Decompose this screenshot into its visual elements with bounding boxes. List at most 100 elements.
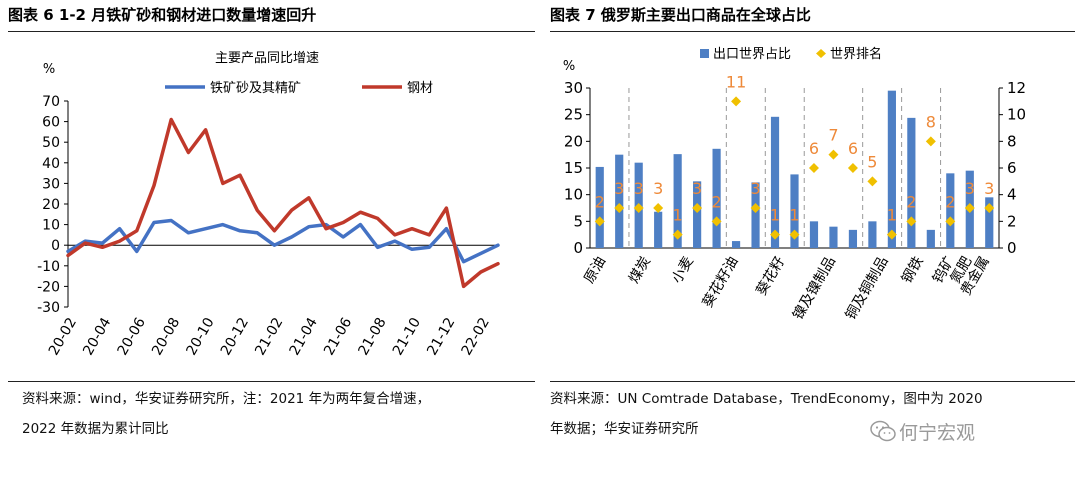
left-source-line-2: 2022 年数据为累计同比 <box>22 421 169 437</box>
right-legend-bar-label: 出口世界占比 <box>713 47 791 62</box>
right-rank-marker-12 <box>828 149 839 160</box>
right-bar-15 <box>887 90 896 248</box>
right-rank-label-14: 5 <box>867 152 877 171</box>
left-y-tick-label-60: 60 <box>42 115 60 131</box>
right-rank-label-16: 2 <box>906 192 916 211</box>
left-y-tick-label-40: 40 <box>42 156 60 172</box>
right-rank-marker-0 <box>594 216 605 227</box>
right-bar-16 <box>907 117 916 248</box>
right-y2-tick-label-6: 6 <box>1007 159 1017 177</box>
left-y-tick-label-50: 50 <box>42 135 60 151</box>
left-source-rule <box>8 381 535 382</box>
right-x-tick-label-6: 铜及铜制品 <box>843 254 892 323</box>
left-x-tick-label-20-12: 20-12 <box>218 315 252 358</box>
left-y-tick-label-10: 10 <box>42 218 60 234</box>
right-bar-12 <box>829 226 838 248</box>
left-series-line-0 <box>66 218 500 264</box>
left-chart-title: 主要产品同比增速 <box>215 51 319 66</box>
left-y-tick-label--10: -10 <box>37 259 60 275</box>
right-bar-14 <box>868 221 877 248</box>
right-rank-label-7: 11 <box>726 72 746 91</box>
right-y-tick-label-15: 15 <box>564 159 583 177</box>
right-bar-20 <box>985 197 994 248</box>
right-rank-marker-11 <box>808 163 819 173</box>
right-rank-marker-13 <box>847 163 858 173</box>
left-legend-label-0: 铁矿砂及其精矿 <box>210 81 301 96</box>
right-rank-label-11: 6 <box>809 139 819 158</box>
right-rank-marker-6 <box>711 216 722 227</box>
right-rank-marker-2 <box>633 203 644 213</box>
right-bar-10 <box>790 174 799 248</box>
right-rank-label-2: 3 <box>634 179 644 198</box>
left-y-tick-label-70: 70 <box>42 94 60 110</box>
left-x-tick-label-21-10: 21-10 <box>390 315 424 358</box>
left-legend-label-1: 钢材 <box>407 81 433 96</box>
right-rank-label-19: 3 <box>965 179 975 198</box>
left-y-tick-label--30: -30 <box>37 300 60 316</box>
right-y-tick-label-0: 0 <box>573 239 583 257</box>
right-bar-6 <box>712 148 721 248</box>
right-y2-tick-label-10: 10 <box>1007 106 1026 124</box>
right-rank-label-13: 6 <box>848 139 858 158</box>
right-rank-marker-17 <box>925 136 936 147</box>
right-title-rule <box>550 31 1075 32</box>
left-x-tick-label-20-02: 20-02 <box>46 315 80 358</box>
right-bar-1 <box>615 154 624 248</box>
right-rank-label-6: 2 <box>712 192 722 211</box>
right-panel-title: 图表 7 俄罗斯主要出口商品在全球占比 <box>550 6 811 24</box>
left-panel: 图表 6 1-2 月铁矿砂和钢材进口数量增速回升 主要产品同比增速% 铁矿砂及其精… <box>8 6 535 444</box>
right-rank-marker-16 <box>906 216 917 227</box>
right-rank-label-20: 3 <box>984 179 994 198</box>
right-rank-label-3: 3 <box>653 179 663 198</box>
right-legend-rank-swatch <box>816 49 826 58</box>
right-rank-label-9: 1 <box>770 206 780 225</box>
right-rank-label-12: 7 <box>828 126 838 145</box>
left-x-tick-label-22-02: 22-02 <box>459 315 493 358</box>
right-y2-tick-label-2: 2 <box>1007 212 1017 230</box>
right-rank-label-17: 8 <box>926 112 936 131</box>
right-x-tick-label-2: 小麦 <box>669 254 697 286</box>
left-x-tick-label-21-04: 21-04 <box>287 315 321 358</box>
left-panel-title: 图表 6 1-2 月铁矿砂和钢材进口数量增速回升 <box>8 6 317 24</box>
right-y-tick-label-25: 25 <box>564 106 583 124</box>
right-rank-label-4: 1 <box>673 206 683 225</box>
right-source-note: 资料来源：UN Comtrade Database，TrendEconomy，图… <box>550 384 983 444</box>
right-panel: 图表 7 俄罗斯主要出口商品在全球占比 出口世界占比 世界排名% 0 5 10 15 20 2… <box>540 0 1080 480</box>
right-bar-18 <box>946 173 955 248</box>
right-rank-marker-4 <box>672 229 683 240</box>
right-rank-marker-15 <box>886 229 897 240</box>
left-x-tick-label-20-06: 20-06 <box>115 315 149 358</box>
right-rank-marker-5 <box>692 203 703 213</box>
right-bar-17 <box>926 229 935 248</box>
right-bar-13 <box>848 229 858 248</box>
right-rank-marker-14 <box>867 176 878 187</box>
right-x-tick-label-0: 原油 <box>581 254 609 286</box>
right-rank-label-5: 3 <box>692 179 702 198</box>
right-bar-3 <box>654 211 663 248</box>
right-source-rule <box>550 381 1075 382</box>
right-y-tick-label-20: 20 <box>564 132 583 150</box>
right-bar-0 <box>595 166 604 248</box>
right-x-tick-label-5: 镍及镍制品 <box>790 254 839 323</box>
right-bar-5 <box>693 181 702 248</box>
left-source-line-1: 资料来源：wind，华安证券研究所，注：2021 年为两年复合增速， <box>22 391 431 407</box>
right-y2-tick-label-12: 12 <box>1007 79 1026 97</box>
right-x-tick-label-1: 煤炭 <box>626 254 654 286</box>
left-x-tick-label-20-08: 20-08 <box>149 315 183 358</box>
right-rank-label-0: 2 <box>595 192 605 211</box>
right-legend-rank-label: 世界排名 <box>830 46 882 62</box>
left-x-tick-label-21-08: 21-08 <box>355 315 389 358</box>
right-y-tick-label-10: 10 <box>564 186 583 204</box>
left-source-note: 资料来源：wind，华安证券研究所，注：2021 年为两年复合增速， 2022 … <box>22 384 430 444</box>
left-title-rule <box>8 31 535 32</box>
right-rank-marker-10 <box>789 229 800 240</box>
right-x-tick-label-4: 葵花籽 <box>754 254 789 298</box>
left-x-tick-label-21-12: 21-12 <box>424 315 458 358</box>
right-bar-11 <box>809 221 819 248</box>
right-bar-4 <box>673 154 682 248</box>
right-y2-tick-label-0: 0 <box>1007 239 1017 257</box>
right-rank-marker-3 <box>653 203 664 213</box>
wechat-icon <box>870 420 896 442</box>
left-line-chart: 主要产品同比增速% 铁矿砂及其精矿 钢材 -30 -20 -10 0 10 20 30 40 50 60… <box>37 51 500 358</box>
